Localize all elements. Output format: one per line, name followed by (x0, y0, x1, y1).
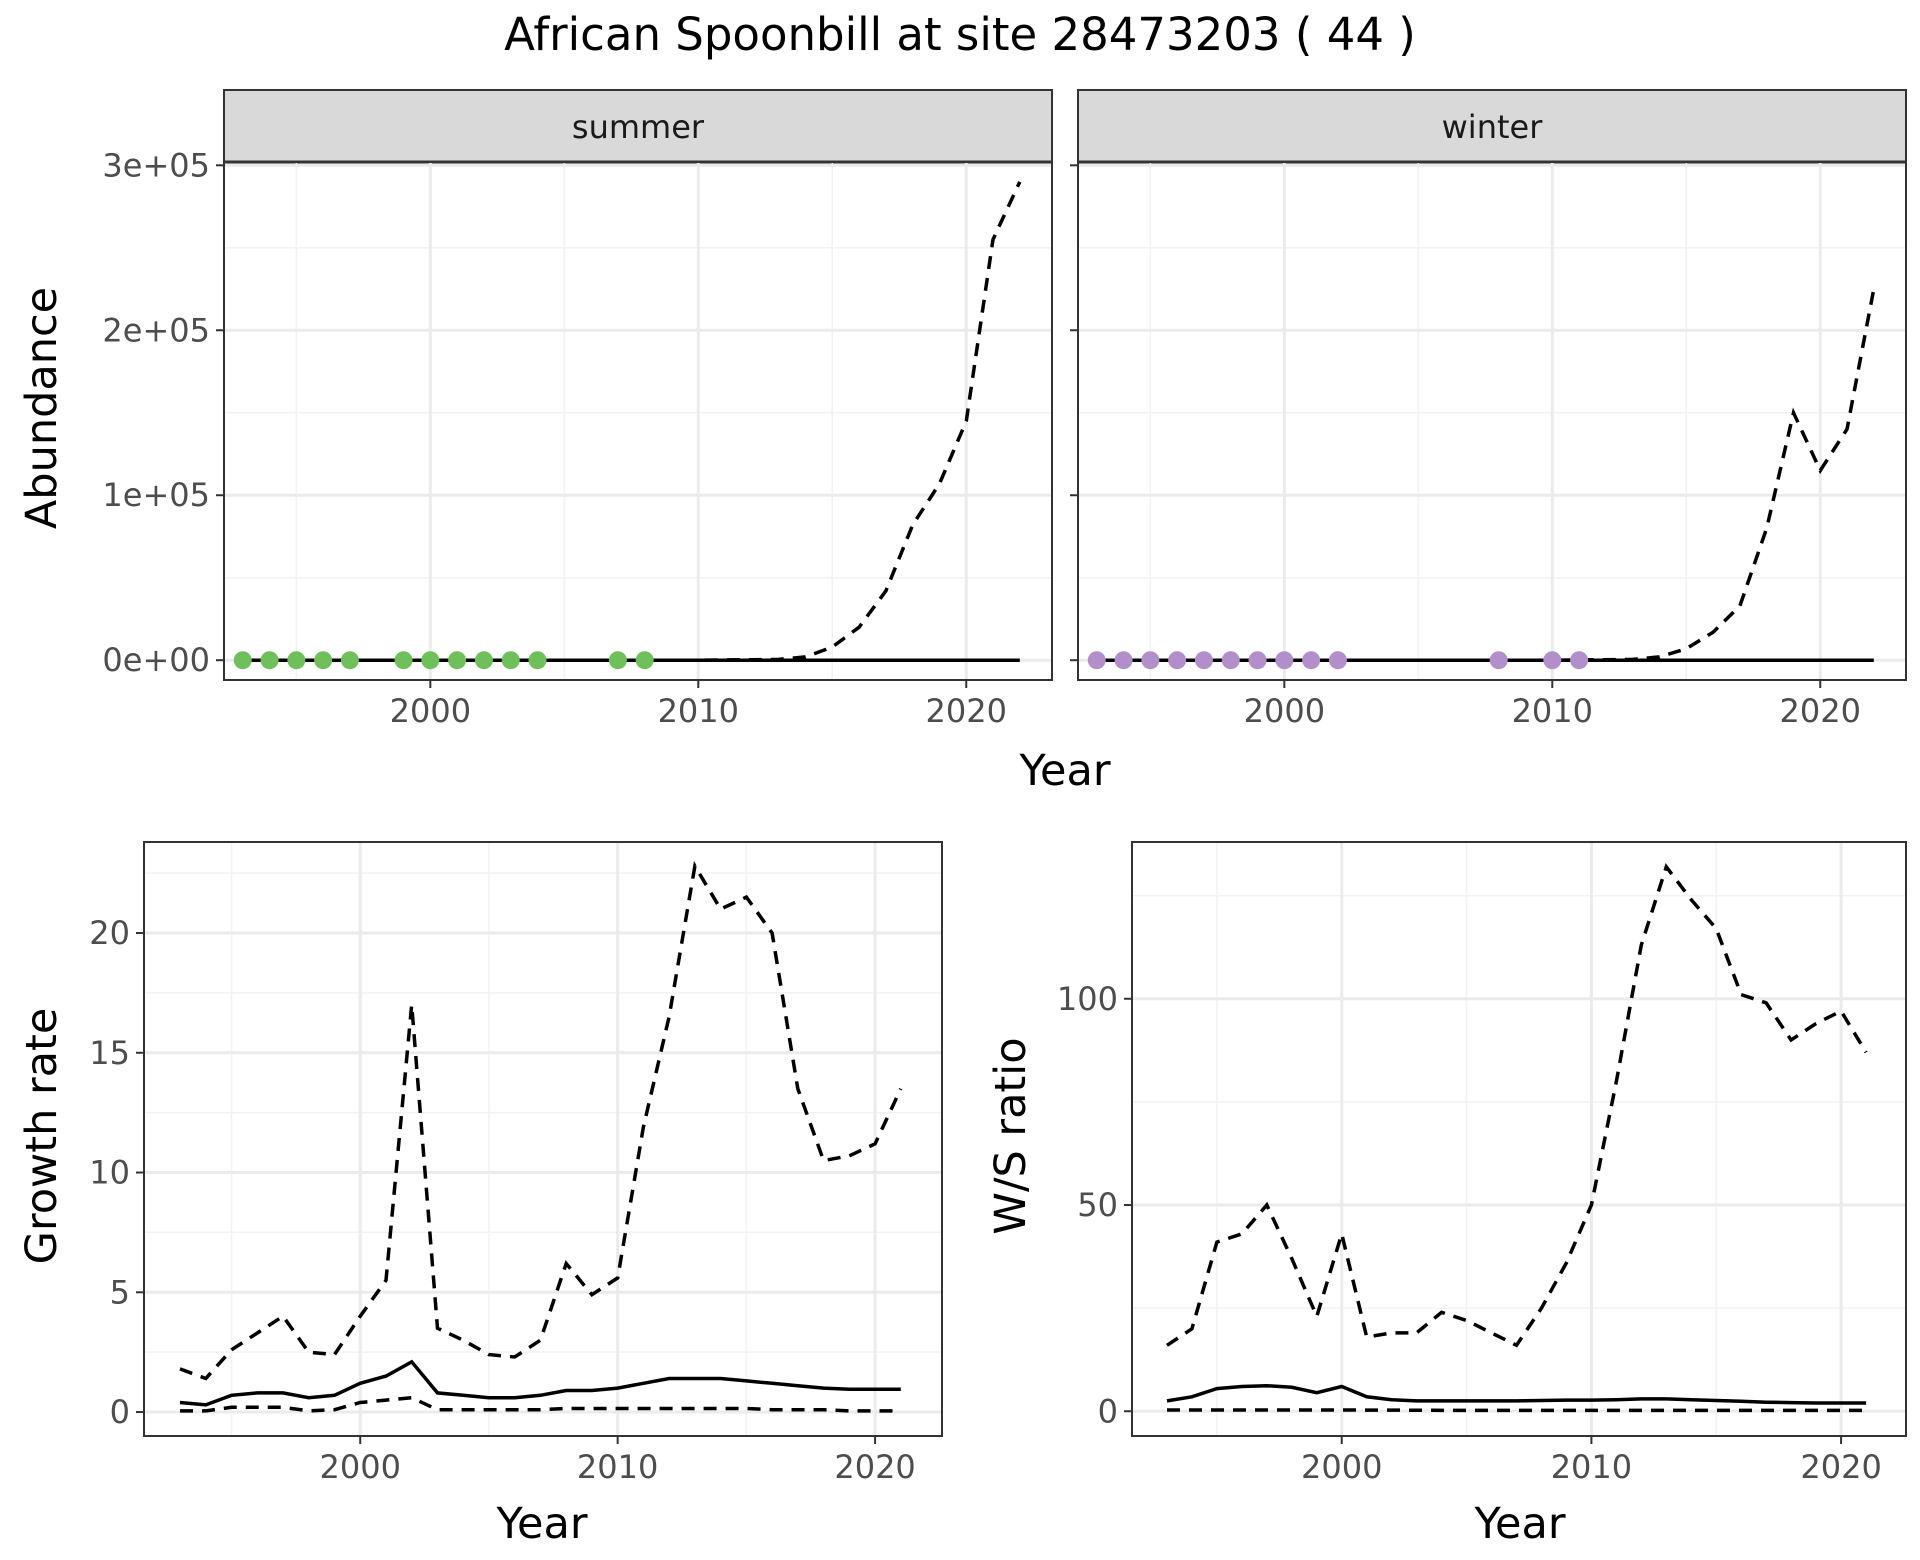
y-tick-label: 5 (110, 1273, 130, 1311)
observation-point (1302, 651, 1321, 670)
observation-point (1489, 651, 1508, 670)
observation-point (528, 651, 547, 670)
strip-winter-label: winter (1442, 108, 1544, 146)
strip-winter: winter (1077, 89, 1907, 164)
observation-point (394, 651, 413, 670)
x-tick-label: 2000 (1301, 1448, 1382, 1486)
observation-point (448, 651, 467, 670)
y-tick-label: 10 (89, 1154, 130, 1192)
panel-border (1131, 841, 1907, 1437)
x-tick-label: 2010 (658, 692, 739, 730)
x-tick-label: 2000 (1244, 692, 1325, 730)
y-tick-label: 1e+05 (102, 476, 210, 514)
y-tick-label: 2e+05 (102, 311, 210, 349)
observation-point (421, 651, 440, 670)
x-tick-label: 2020 (1780, 692, 1861, 730)
panel-ws-ratio: 2000 2010 2020 0 50 100 (1057, 841, 1907, 1486)
x-tick-label: 2010 (1512, 692, 1593, 730)
y-tick-label: 100 (1057, 980, 1118, 1018)
series-line-dashed-2 (180, 1395, 901, 1413)
x-tick-label: 2020 (1800, 1448, 1881, 1486)
observation-point (314, 651, 333, 670)
panel-abundance-summer: 2000 2010 2020 0e+00 1e+05 2e+05 3e+05 (102, 146, 1053, 730)
observation-point (1543, 651, 1562, 670)
growth-rate-y-axis-title: Growth rate (17, 1008, 67, 1265)
series-line-dashed-0 (1166, 863, 1868, 1348)
observation-point (1087, 651, 1106, 670)
x-tick-label: 2020 (834, 1448, 915, 1486)
series-line-dashed-0 (179, 861, 903, 1381)
panel-border (223, 161, 1053, 681)
abundance-y-axis-title: Abundance (17, 287, 67, 529)
strip-summer-background (223, 89, 1053, 163)
observation-point (340, 651, 359, 670)
strip-winter-background (1077, 89, 1907, 163)
panel-border (143, 841, 943, 1437)
observation-point (1570, 651, 1589, 670)
panel-abundance-winter: 2000 2010 2020 (1070, 161, 1907, 730)
growth-rate-x-axis-title: Year (495, 1499, 587, 1549)
series-line-dashed-1 (242, 181, 1022, 662)
observation-point (1194, 651, 1213, 670)
y-tick-label: 0e+00 (102, 641, 210, 679)
observation-point (287, 651, 306, 670)
observation-point (260, 651, 279, 670)
y-tick-label: 50 (1077, 1186, 1118, 1224)
y-tick-label: 15 (89, 1034, 130, 1072)
observation-point (635, 651, 654, 670)
observation-point (1248, 651, 1267, 670)
x-tick-label: 2010 (577, 1448, 658, 1486)
panel-border (1077, 161, 1907, 681)
observation-point (1141, 651, 1160, 670)
observation-point (1221, 651, 1240, 670)
strip-summer: summer (223, 89, 1053, 164)
series-line-solid-1 (179, 1359, 901, 1407)
ws-ratio-y-axis-title: W/S ratio (986, 1037, 1036, 1234)
ws-ratio-x-axis-title: Year (1473, 1499, 1565, 1549)
series-line-solid-1 (1166, 1383, 1867, 1405)
observation-point (1328, 651, 1347, 670)
x-tick-label: 2000 (320, 1448, 401, 1486)
panel-growth-rate: 2000 2010 2020 0 5 10 15 20 (89, 841, 943, 1486)
observation-point (1114, 651, 1133, 670)
y-tick-label: 0 (1098, 1392, 1118, 1430)
top-x-axis-title: Year (1018, 746, 1110, 796)
y-tick-label: 20 (89, 914, 130, 952)
y-tick-label: 3e+05 (102, 146, 210, 184)
strip-summer-label: summer (572, 108, 705, 146)
series-line-dashed-1 (1096, 288, 1876, 662)
observation-point (1168, 651, 1187, 670)
x-tick-label: 2020 (926, 692, 1007, 730)
observation-point (501, 651, 520, 670)
observation-point (1275, 651, 1294, 670)
x-tick-label: 2010 (1551, 1448, 1632, 1486)
observation-point (608, 651, 627, 670)
y-tick-label: 0 (110, 1393, 130, 1431)
observation-point (474, 651, 493, 670)
figure-title: African Spoonbill at site 28473203 ( 44 … (504, 8, 1416, 61)
x-tick-label: 2000 (390, 692, 471, 730)
observation-point (233, 651, 252, 670)
